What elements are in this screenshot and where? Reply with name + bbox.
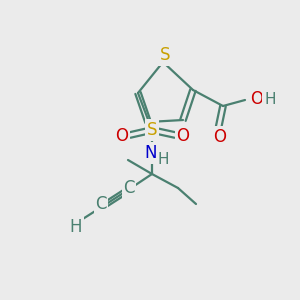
Text: C: C [95, 195, 107, 213]
Text: S: S [160, 46, 170, 64]
Text: O: O [176, 127, 190, 145]
Text: C: C [123, 179, 135, 197]
Text: N: N [145, 144, 157, 162]
Text: O: O [214, 128, 226, 146]
Text: S: S [147, 121, 157, 139]
Text: H: H [157, 152, 169, 167]
Text: O: O [116, 127, 128, 145]
Text: O: O [250, 90, 263, 108]
Text: H: H [264, 92, 275, 106]
Text: H: H [70, 218, 82, 236]
